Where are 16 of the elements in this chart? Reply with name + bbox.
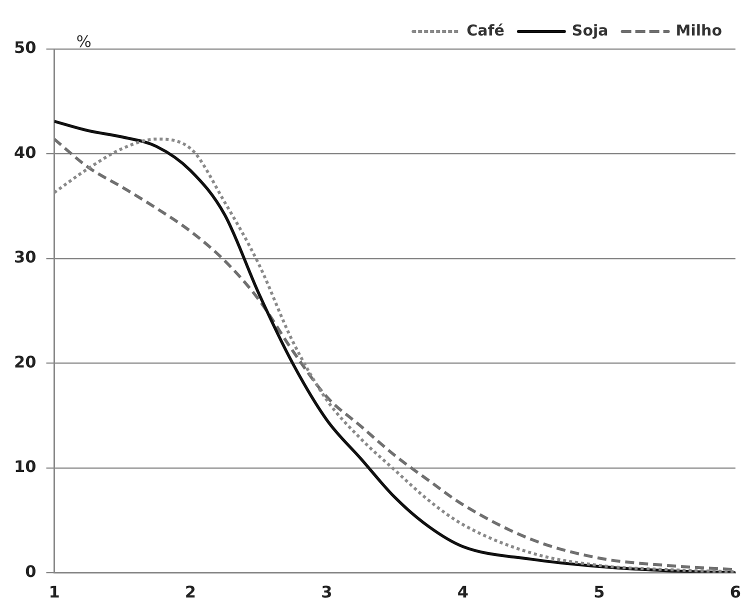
y-tick-label: 40 <box>14 142 36 162</box>
y-axis-title: % <box>76 32 92 52</box>
legend-label: Milho <box>676 21 722 40</box>
y-tick-label: 10 <box>14 457 36 476</box>
x-tick-label: 4 <box>457 582 469 602</box>
y-tick-label: 50 <box>14 38 36 58</box>
y-tick-label: 30 <box>14 248 36 267</box>
y-tick-label: 20 <box>14 352 36 372</box>
y-tick-label: 0 <box>25 562 36 581</box>
x-tick-label: 5 <box>594 582 605 602</box>
legend-label: Soja <box>572 21 608 40</box>
x-tick-label: 1 <box>48 582 60 602</box>
x-tick-label: 3 <box>321 582 332 602</box>
legend-label: Café <box>466 21 504 40</box>
x-tick-label: 2 <box>184 582 196 602</box>
x-tick-label: 6 <box>730 582 742 602</box>
